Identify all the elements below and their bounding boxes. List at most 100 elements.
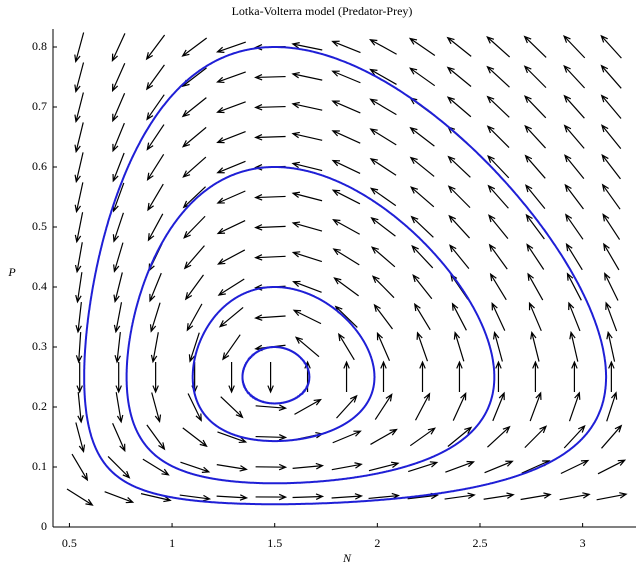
field-arrow <box>447 185 471 209</box>
field-arrow <box>183 215 206 239</box>
field-arrow <box>451 302 467 331</box>
field-arrow <box>145 64 165 91</box>
field-arrow <box>369 68 397 85</box>
field-arrow <box>560 459 590 475</box>
field-arrow <box>292 462 325 470</box>
field-arrow <box>255 404 288 411</box>
field-arrow <box>488 243 508 270</box>
field-arrow <box>370 428 398 445</box>
field-arrow <box>419 360 426 392</box>
field-arrow <box>111 63 126 93</box>
field-arrow <box>333 277 359 297</box>
field-arrow <box>566 272 582 301</box>
field-arrow <box>336 394 358 419</box>
x-tick-label: 3 <box>580 536 586 550</box>
field-arrow <box>523 95 547 119</box>
field-arrow <box>152 362 159 394</box>
field-arrow <box>486 65 510 88</box>
field-arrow <box>74 242 83 274</box>
field-arrow <box>331 40 361 54</box>
field-arrow <box>255 493 288 501</box>
field-arrow <box>563 124 585 149</box>
field-arrow <box>525 213 545 240</box>
field-arrow <box>334 305 358 328</box>
field-arrow <box>492 391 505 422</box>
field-arrow <box>216 220 246 235</box>
field-arrow <box>146 124 165 151</box>
field-arrow <box>186 303 203 332</box>
field-arrow <box>606 330 616 362</box>
field-arrow <box>453 331 465 362</box>
field-arrow <box>66 488 94 506</box>
field-arrow <box>146 154 165 181</box>
field-arrow <box>571 360 578 392</box>
field-arrow <box>529 391 542 422</box>
field-arrow <box>215 41 246 53</box>
field-arrow <box>294 336 320 358</box>
field-arrow <box>111 33 126 63</box>
y-tick-label: 0.7 <box>32 99 47 113</box>
field-arrow <box>267 362 274 394</box>
field-arrow <box>369 128 397 146</box>
field-arrow <box>216 494 249 501</box>
field-arrow <box>332 248 360 266</box>
field-arrow <box>254 314 286 321</box>
field-arrow <box>564 154 585 180</box>
field-arrow <box>146 424 166 451</box>
field-arrow <box>114 332 121 364</box>
field-arrow <box>75 272 83 304</box>
y-tick-label: 0 <box>41 519 47 533</box>
field-arrow <box>412 274 433 300</box>
field-arrow <box>181 67 207 88</box>
field-arrow <box>565 242 583 271</box>
field-arrow <box>484 460 514 474</box>
field-arrow <box>597 459 627 475</box>
field-arrow <box>568 391 581 422</box>
field-arrow <box>526 243 545 270</box>
field-arrow <box>291 71 323 81</box>
field-arrow <box>181 97 207 118</box>
field-arrow <box>147 213 164 242</box>
field-arrow <box>524 184 546 210</box>
field-arrow <box>596 492 628 501</box>
field-arrow <box>107 455 131 479</box>
field-arrow <box>291 191 323 202</box>
field-arrow <box>74 152 84 184</box>
field-arrow <box>600 124 622 150</box>
field-arrow <box>142 458 170 476</box>
field-arrow <box>410 215 434 238</box>
field-arrow <box>486 125 510 149</box>
field-arrow <box>532 360 539 392</box>
field-arrow <box>601 153 621 180</box>
field-arrow <box>183 245 205 270</box>
x-tick-label: 1.5 <box>267 536 282 550</box>
trajectory <box>241 346 311 405</box>
field-arrow <box>217 249 246 265</box>
field-arrow <box>112 423 126 453</box>
field-arrow <box>74 182 84 214</box>
field-arrow <box>409 427 436 447</box>
field-arrow <box>74 212 84 244</box>
field-arrow <box>331 100 361 114</box>
field-arrow <box>291 131 323 141</box>
x-tick-label: 2 <box>374 536 380 550</box>
field-arrow <box>409 67 436 87</box>
field-arrow <box>523 65 547 89</box>
field-arrow <box>140 493 172 503</box>
field-arrow <box>332 218 360 235</box>
field-arrow <box>182 156 207 178</box>
field-arrow <box>147 183 164 212</box>
field-arrow <box>292 280 322 293</box>
field-arrow <box>448 214 471 239</box>
field-arrow <box>447 155 471 178</box>
field-arrow <box>563 64 586 89</box>
field-arrow <box>369 187 397 207</box>
field-arrow <box>74 92 84 124</box>
field-arrow <box>487 425 511 448</box>
field-arrow <box>486 35 511 58</box>
field-arrow <box>487 184 509 209</box>
field-arrow <box>487 154 510 179</box>
field-arrow <box>150 332 159 364</box>
